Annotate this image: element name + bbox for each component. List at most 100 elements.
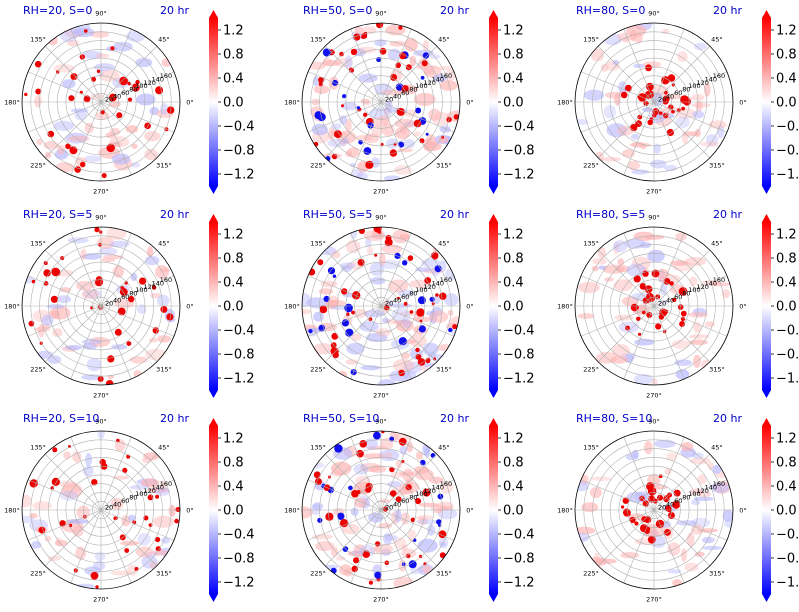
colorbar-tick-label: 0.4	[223, 72, 244, 87]
grid-spoke	[580, 275, 655, 307]
grid-spoke	[100, 509, 158, 567]
field-spot	[673, 489, 681, 497]
field-spot	[663, 278, 671, 285]
field-blob	[402, 318, 412, 329]
field-blob	[93, 561, 106, 571]
field-spot	[69, 146, 78, 155]
field-blob	[692, 110, 705, 119]
field-blob	[73, 27, 95, 37]
field-spot	[117, 307, 126, 316]
field-blob	[617, 258, 625, 266]
field-blob	[84, 122, 94, 134]
radial-tick-label: 80	[409, 290, 417, 298]
radial-tick-label: 40	[393, 500, 401, 508]
field-blob	[603, 105, 616, 119]
angle-tick-label: 180°	[4, 303, 20, 311]
angle-tick-label: 180°	[284, 507, 300, 515]
angle-tick-label: 180°	[4, 99, 20, 107]
field-spot	[413, 538, 417, 542]
field-spot	[377, 230, 382, 234]
field-blob	[112, 41, 133, 52]
polar-frame	[21, 22, 181, 182]
grid-spoke	[380, 305, 455, 337]
field-blob	[352, 309, 368, 318]
field-blob	[56, 269, 74, 277]
grid-spoke	[653, 101, 685, 176]
field-blob	[81, 374, 103, 381]
grid-spoke	[380, 305, 412, 380]
field-blob	[148, 337, 158, 343]
field-blob	[674, 359, 693, 367]
colorbar-gradient	[489, 426, 498, 594]
angle-tick-label: 225°	[310, 161, 326, 169]
field-spot	[368, 580, 373, 585]
field-blob	[399, 445, 408, 455]
field-blob	[86, 357, 102, 372]
field-blob	[80, 248, 87, 260]
radial-tick-label: 60	[401, 89, 409, 97]
field-spot	[59, 520, 66, 527]
grid-spoke	[653, 509, 685, 584]
colorbar-tick-label: −0.4	[776, 120, 799, 135]
field-blob	[360, 98, 371, 104]
grid-spoke	[100, 275, 175, 307]
field-spot	[407, 255, 414, 261]
field-spot	[425, 132, 429, 136]
grid-spoke	[380, 232, 412, 307]
field-blob	[401, 548, 417, 559]
field-blob	[302, 293, 312, 308]
field-spot	[680, 316, 686, 322]
colorbar-tick-label: 0.0	[223, 300, 244, 315]
field-spot	[384, 560, 390, 566]
field-spot	[105, 380, 114, 385]
grid-spoke	[70, 509, 102, 584]
field-spot	[52, 447, 58, 453]
field-spot	[651, 269, 660, 278]
radial-tick-label: 140	[432, 76, 444, 84]
field-spot	[339, 519, 349, 528]
colorbar: 1.2 0.8 0.4 0.0 −0.4 −0.8 −1.2	[489, 418, 535, 602]
field-spot	[65, 143, 71, 150]
field-spot	[642, 500, 649, 507]
angle-tick-label: 45°	[158, 240, 170, 248]
angle-tick-label: 270°	[93, 188, 109, 196]
field-blob	[131, 143, 138, 149]
grid-spoke	[380, 28, 412, 103]
field-blob	[374, 39, 387, 47]
colorbar-extend-max	[489, 214, 498, 222]
field-blob	[722, 509, 733, 522]
grid-spoke	[597, 249, 655, 307]
field-spot	[655, 323, 662, 330]
field-blob	[689, 276, 698, 287]
field-blob	[630, 133, 640, 140]
field-blob	[666, 452, 678, 461]
field-spot	[679, 321, 686, 327]
grid-spoke	[350, 436, 382, 511]
polar-frame	[301, 22, 461, 182]
field-spot	[68, 445, 71, 448]
field-spot	[332, 352, 339, 359]
field-spot	[398, 437, 407, 446]
field-blob	[704, 83, 711, 97]
panel-title: RH=50, S=0	[303, 4, 372, 17]
field-blob	[311, 123, 328, 136]
grid-spoke	[100, 509, 175, 541]
colorbar-extend-max	[209, 10, 218, 18]
field-blob	[389, 40, 406, 47]
grid-spoke	[100, 479, 175, 511]
field-blob	[331, 250, 341, 259]
angle-tick-label: 0°	[739, 99, 746, 107]
field-blob	[152, 515, 175, 528]
colorbar-tick-label: 0.0	[503, 300, 524, 315]
field-blob	[378, 522, 393, 529]
field-spot	[396, 107, 405, 116]
grid-spoke	[653, 479, 728, 511]
grid-spoke	[100, 305, 158, 363]
field-spot	[155, 494, 160, 499]
field-blob	[392, 229, 410, 244]
colorbar: 1.2 0.8 0.4 0.0 −0.4 −0.8 −1.2	[762, 214, 799, 398]
field-spot	[80, 161, 86, 168]
field-spot	[352, 291, 361, 300]
field-spot	[348, 485, 353, 491]
